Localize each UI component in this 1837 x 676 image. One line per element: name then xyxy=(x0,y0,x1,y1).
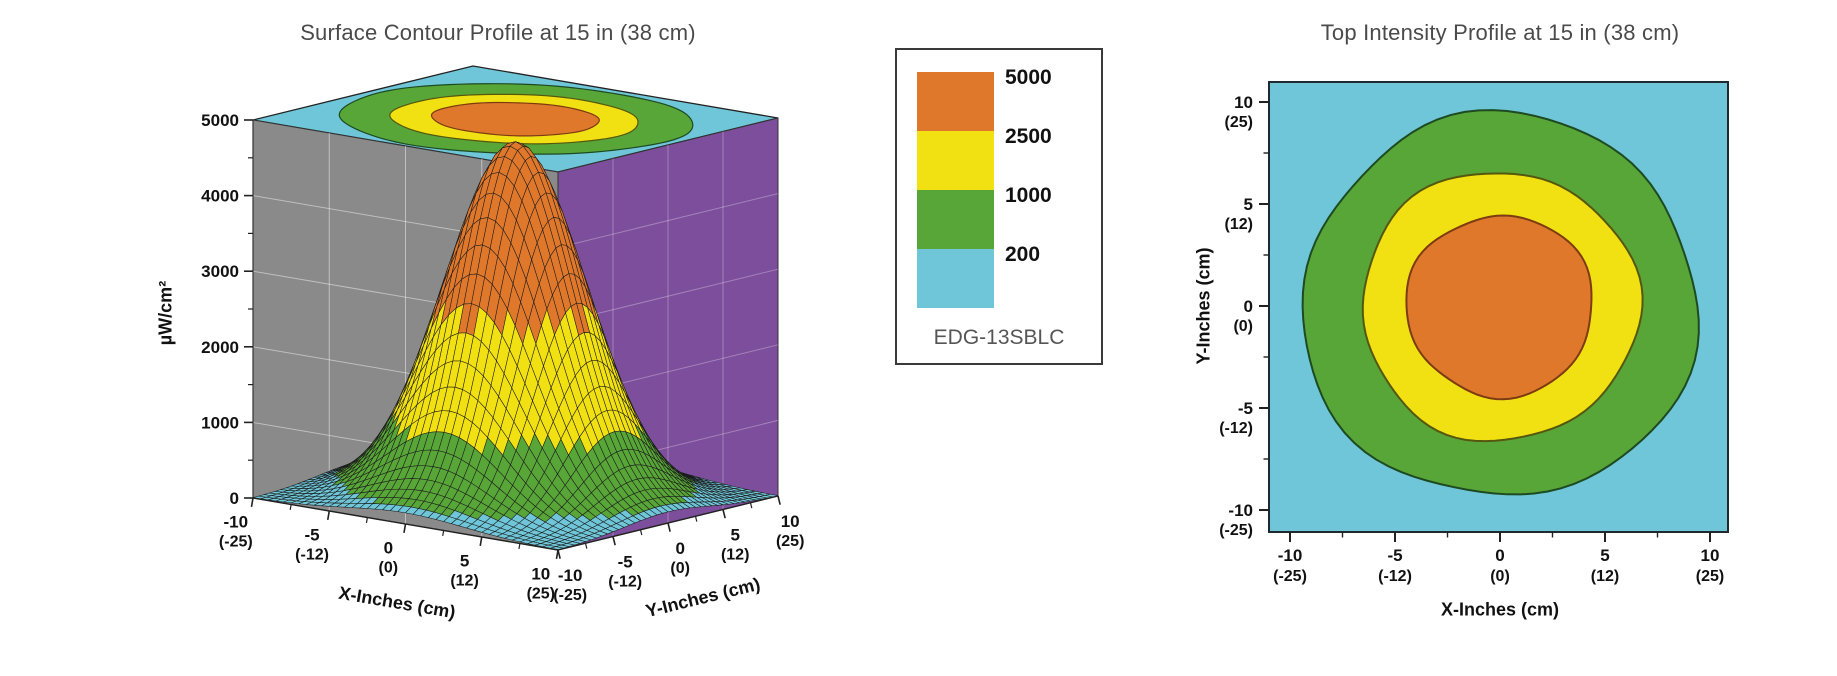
svg-text:(-12): (-12) xyxy=(608,574,642,591)
top-x-axis-label: X-Inches (cm) xyxy=(1440,599,1560,620)
legend-level-label: 200 xyxy=(1005,243,1041,266)
svg-text:5: 5 xyxy=(730,526,739,545)
svg-text:5: 5 xyxy=(460,551,469,570)
lid-ring-2500 xyxy=(430,101,600,137)
svg-text:(0): (0) xyxy=(379,559,399,576)
svg-text:(25): (25) xyxy=(1225,114,1253,131)
svg-text:10: 10 xyxy=(1234,93,1253,112)
legend-level-label: 1000 xyxy=(1005,184,1052,207)
svg-text:(-25): (-25) xyxy=(553,587,587,604)
svg-text:(25): (25) xyxy=(1696,568,1724,585)
svg-text:5000: 5000 xyxy=(201,111,239,130)
surface-lid-contour xyxy=(252,65,779,173)
svg-text:0: 0 xyxy=(1244,297,1253,316)
legend-box: 5000 2500 1000 200 EDG-13SBLC xyxy=(895,48,1103,365)
surface-axes: 0 1000 2000 3000 4000 5000 -10 (-25) -5 (-12) 0 (0)… xyxy=(201,111,804,604)
svg-text:(12): (12) xyxy=(450,572,478,589)
top-intensity-contour-chart: -10 (-25) -5 (-12) 0 (0) 5 (12) 10 (25) 10 (25) 5 (12… xyxy=(1219,81,1729,585)
svg-text:(-12): (-12) xyxy=(295,546,329,563)
svg-text:(0): (0) xyxy=(670,560,690,577)
svg-text:-10: -10 xyxy=(1278,546,1303,565)
svg-text:(-25): (-25) xyxy=(1219,522,1253,539)
svg-text:10: 10 xyxy=(531,564,550,583)
legend-level-label: 5000 xyxy=(1005,66,1052,89)
surface-mesh xyxy=(252,141,779,550)
svg-text:0: 0 xyxy=(1495,546,1504,565)
svg-text:-10: -10 xyxy=(224,512,249,531)
svg-text:0: 0 xyxy=(230,489,239,508)
svg-text:(-12): (-12) xyxy=(1219,420,1253,437)
svg-text:(25): (25) xyxy=(776,533,804,550)
svg-text:(0): (0) xyxy=(1233,318,1253,335)
svg-text:-5: -5 xyxy=(1387,546,1402,565)
svg-text:(-25): (-25) xyxy=(219,533,253,550)
top-chart-axes: -10 (-25) -5 (-12) 0 (0) 5 (12) 10 (25) 10 (25) 5 (12… xyxy=(1219,93,1724,585)
svg-text:10: 10 xyxy=(1701,546,1720,565)
svg-text:(0): (0) xyxy=(1490,568,1510,585)
svg-text:-5: -5 xyxy=(305,525,320,544)
svg-text:0: 0 xyxy=(675,539,684,558)
top-y-axis-label: Y-Inches (cm) xyxy=(1193,247,1214,365)
svg-text:10: 10 xyxy=(781,512,800,531)
legend-swatch-orange xyxy=(917,72,994,131)
legend-swatch-green xyxy=(917,190,994,249)
legend-level-label: 2500 xyxy=(1005,125,1052,148)
svg-text:-5: -5 xyxy=(1238,399,1253,418)
svg-text:1000: 1000 xyxy=(201,413,239,432)
contour-ring-2500 xyxy=(1405,214,1593,401)
svg-text:(25): (25) xyxy=(527,585,555,602)
surface-z-axis-label: µW/cm² xyxy=(155,280,176,346)
svg-text:-10: -10 xyxy=(558,566,583,585)
legend-swatch-cyan xyxy=(917,249,994,308)
svg-text:4000: 4000 xyxy=(201,187,239,206)
svg-text:(-25): (-25) xyxy=(1273,568,1307,585)
legend-model-label: EDG-13SBLC xyxy=(933,326,1065,349)
svg-text:(12): (12) xyxy=(721,547,749,564)
svg-text:-10: -10 xyxy=(1228,501,1253,520)
top-chart-title: Top Intensity Profile at 15 in (38 cm) xyxy=(1320,20,1680,45)
legend-swatch-yellow xyxy=(917,131,994,190)
svg-text:(-12): (-12) xyxy=(1378,568,1412,585)
svg-text:3000: 3000 xyxy=(201,262,239,281)
surface-chart-title: Surface Contour Profile at 15 in (38 cm) xyxy=(300,20,696,45)
svg-text:2000: 2000 xyxy=(201,338,239,357)
svg-text:5: 5 xyxy=(1600,546,1609,565)
svg-text:5: 5 xyxy=(1244,195,1253,214)
svg-text:-5: -5 xyxy=(618,553,633,572)
svg-text:(12): (12) xyxy=(1225,216,1253,233)
surface-contour-3d-chart: 0 1000 2000 3000 4000 5000 -10 (-25) -5 (-12) 0 (0)… xyxy=(201,65,804,604)
svg-text:(12): (12) xyxy=(1591,568,1619,585)
svg-text:0: 0 xyxy=(384,538,393,557)
